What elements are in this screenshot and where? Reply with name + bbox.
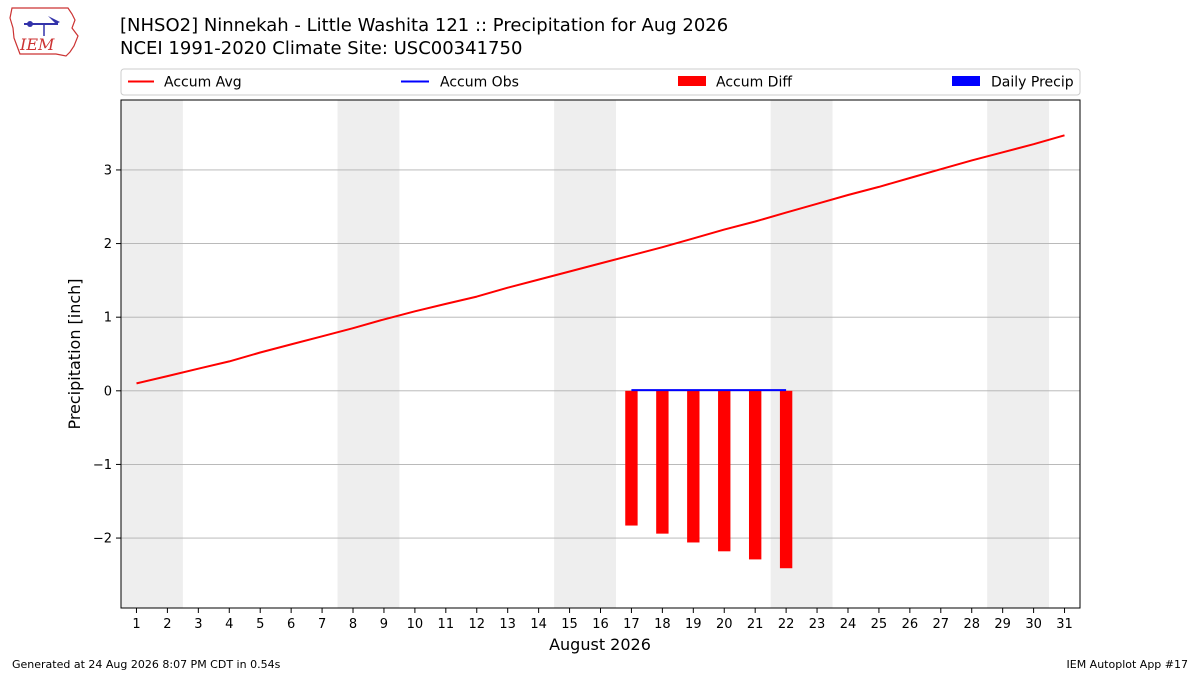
accum-diff-bars — [625, 390, 793, 569]
legend-frame — [120, 68, 1081, 96]
x-tick-label: 31 — [1056, 617, 1073, 632]
legend-swatch-accum-diff — [678, 76, 706, 86]
accum-avg-line — [136, 134, 1065, 385]
chart-title: [NHSO2] Ninnekah - Little Washita 121 ::… — [120, 15, 728, 36]
legend-label-accum-diff: Accum Diff — [716, 75, 792, 91]
y-axis-ticks: −2 −1 0 1 2 3 — [93, 163, 121, 547]
x-tick-label: 6 — [287, 617, 295, 632]
x-tick-label: 11 — [438, 617, 455, 632]
x-tick-label: 23 — [809, 617, 826, 632]
x-tick-label: 3 — [194, 617, 202, 632]
x-tick-label: 14 — [530, 617, 547, 632]
weekend-band-1 — [121, 100, 183, 608]
x-tick-label: 18 — [654, 617, 671, 632]
x-tick-label: 1 — [132, 617, 140, 632]
x-tick-label: 19 — [685, 617, 702, 632]
x-tick-label: 24 — [840, 617, 857, 632]
footer-generated: Generated at 24 Aug 2026 8:07 PM CDT in … — [12, 658, 281, 671]
x-tick-label: 4 — [225, 617, 233, 632]
y-tick-label: 0 — [104, 384, 112, 399]
legend-label-accum-obs: Accum Obs — [440, 75, 519, 91]
series-lines — [136, 134, 1065, 392]
legend-label-accum-avg: Accum Avg — [164, 75, 242, 91]
x-tick-label: 21 — [747, 617, 764, 632]
x-tick-label: 25 — [871, 617, 888, 632]
y-axis-label: Precipitation [inch] — [65, 278, 84, 429]
x-tick-label: 8 — [349, 617, 357, 632]
iem-logo: IEM — [9, 7, 79, 57]
x-tick-label: 9 — [380, 617, 388, 632]
x-tick-label: 22 — [778, 617, 795, 632]
x-tick-label: 26 — [902, 617, 919, 632]
y-tick-label: −2 — [93, 532, 112, 547]
weekend-band-5 — [987, 100, 1050, 608]
x-tick-label: 13 — [499, 617, 516, 632]
x-tick-label: 30 — [1025, 617, 1042, 632]
x-tick-label: 27 — [933, 617, 950, 632]
accum-diff-bar-18 — [656, 390, 669, 534]
y-gridlines — [121, 169, 1080, 539]
x-tick-label: 16 — [592, 617, 609, 632]
x-tick-label: 2 — [163, 617, 171, 632]
legend-swatch-daily-precip — [952, 76, 980, 86]
x-tick-label: 15 — [561, 617, 578, 632]
x-tick-label: 7 — [318, 617, 326, 632]
x-tick-label: 28 — [963, 617, 980, 632]
y-tick-label: 2 — [104, 237, 112, 252]
y-tick-label: 3 — [104, 163, 112, 178]
accum-diff-bar-22 — [779, 390, 793, 569]
x-axis-ticks: 1 2 3 4 5 6 7 8 9 10 11 12 13 14 15 16 17 18 19 20 21 22 23 24 2… — [132, 608, 1073, 632]
footer-app: IEM Autoplot App #17 — [1067, 658, 1189, 671]
legend: Accum Avg Accum Obs Accum Diff Daily Pre… — [120, 68, 1081, 96]
y-tick-label: −1 — [93, 458, 112, 473]
x-tick-label: 5 — [256, 617, 264, 632]
chart-subtitle: NCEI 1991-2020 Climate Site: USC00341750 — [120, 38, 522, 59]
x-tick-label: 17 — [623, 617, 640, 632]
logo-text: IEM — [19, 35, 55, 54]
x-tick-label: 29 — [994, 617, 1011, 632]
x-tick-label: 20 — [716, 617, 733, 632]
x-axis-label: August 2026 — [549, 635, 651, 654]
accum-diff-bar-19 — [687, 390, 700, 543]
x-tick-label: 12 — [468, 617, 485, 632]
legend-label-daily-precip: Daily Precip — [991, 75, 1074, 91]
accum-diff-bar-21 — [748, 390, 762, 560]
x-tick-label: 10 — [407, 617, 424, 632]
weekend-shading — [121, 100, 1050, 608]
y-tick-label: 1 — [104, 311, 112, 326]
weekend-band-2 — [337, 100, 400, 608]
accum-diff-bar-20 — [718, 390, 731, 552]
weekend-band-3 — [554, 100, 616, 608]
accum-diff-bar-17 — [625, 390, 638, 526]
